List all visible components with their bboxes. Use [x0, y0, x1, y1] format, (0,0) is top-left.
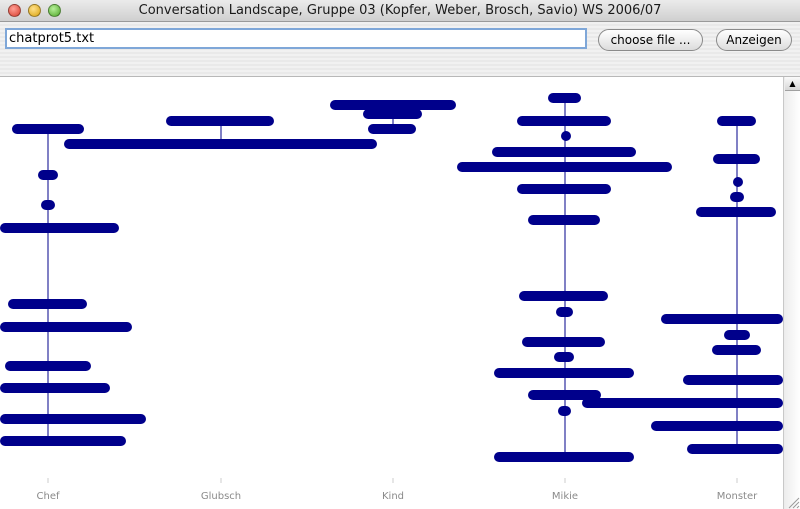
message-bar-monster	[733, 177, 743, 187]
message-bar-chef	[0, 383, 110, 393]
message-bar-mikie	[494, 452, 634, 462]
close-window-icon[interactable]	[8, 4, 21, 17]
axis-label-glubsch: Glubsch	[201, 491, 241, 502]
minimize-window-icon[interactable]	[28, 4, 41, 17]
message-bar-monster	[683, 375, 783, 385]
choose-file-button[interactable]: choose file ...	[598, 29, 703, 51]
conversation-landscape-canvas: Chef Glubsch Kind Mikie Monster	[0, 77, 783, 509]
file-path-input[interactable]	[5, 28, 587, 49]
message-bar-mikie	[492, 147, 636, 157]
axis-label-monster: Monster	[717, 491, 758, 502]
message-bar-mikie	[517, 184, 611, 194]
message-bar-kind	[363, 109, 422, 119]
axis-label-chef: Chef	[37, 491, 60, 502]
show-button[interactable]: Anzeigen	[716, 29, 792, 51]
message-bar-monster	[712, 345, 761, 355]
message-bar-chef	[0, 223, 119, 233]
message-bar-mikie	[522, 337, 605, 347]
message-bar-chef	[0, 436, 126, 446]
message-bar-glubsch	[166, 116, 274, 126]
message-bar-chef	[0, 414, 146, 424]
message-bar-mikie	[554, 352, 574, 362]
message-bar-chef	[12, 124, 84, 134]
message-bar-monster	[713, 154, 760, 164]
message-bar-mikie	[556, 307, 573, 317]
message-bar-mikie	[528, 390, 601, 400]
message-bar-mikie	[519, 291, 608, 301]
message-bar-kind	[368, 124, 416, 134]
message-bar-monster	[696, 207, 776, 217]
axis-label-mikie: Mikie	[552, 491, 578, 502]
scroll-up-arrow-icon[interactable]: ▲	[785, 77, 800, 91]
toolbar: choose file ... Anzeigen	[0, 22, 800, 76]
message-bar-monster	[717, 116, 756, 126]
message-bar-monster	[730, 192, 744, 202]
toolbar-divider	[0, 76, 800, 77]
vertical-scrollbar[interactable]: ▲	[783, 77, 800, 509]
resize-grip-icon[interactable]	[785, 494, 800, 509]
window-title: Conversation Landscape, Gruppe 03 (Kopfe…	[138, 3, 662, 18]
message-bar-monster	[687, 444, 783, 454]
message-bar-monster	[651, 421, 783, 431]
message-bar-mikie	[561, 131, 571, 141]
message-bar-chef	[0, 322, 132, 332]
conversation-landscape-plot: Chef Glubsch Kind Mikie Monster	[0, 93, 783, 502]
zoom-window-icon[interactable]	[48, 4, 61, 17]
message-bar-chef	[8, 299, 87, 309]
message-bar-mikie	[528, 215, 600, 225]
message-bar-mikie	[548, 93, 581, 103]
message-bar-chef	[38, 170, 58, 180]
message-bar-mikie	[457, 162, 672, 172]
message-bar-chef	[5, 361, 91, 371]
message-bar-monster	[724, 330, 750, 340]
title-bar: Conversation Landscape, Gruppe 03 (Kopfe…	[0, 0, 800, 22]
message-bar-mikie	[517, 116, 611, 126]
axis-label-kind: Kind	[382, 491, 404, 502]
message-bar-monster	[661, 314, 783, 324]
message-bar-glubsch	[64, 139, 377, 149]
message-bar-mikie	[558, 406, 571, 416]
message-bar-kind	[330, 100, 456, 110]
message-bar-mikie	[494, 368, 634, 378]
message-bar-monster	[582, 398, 783, 408]
message-bar-chef	[41, 200, 55, 210]
